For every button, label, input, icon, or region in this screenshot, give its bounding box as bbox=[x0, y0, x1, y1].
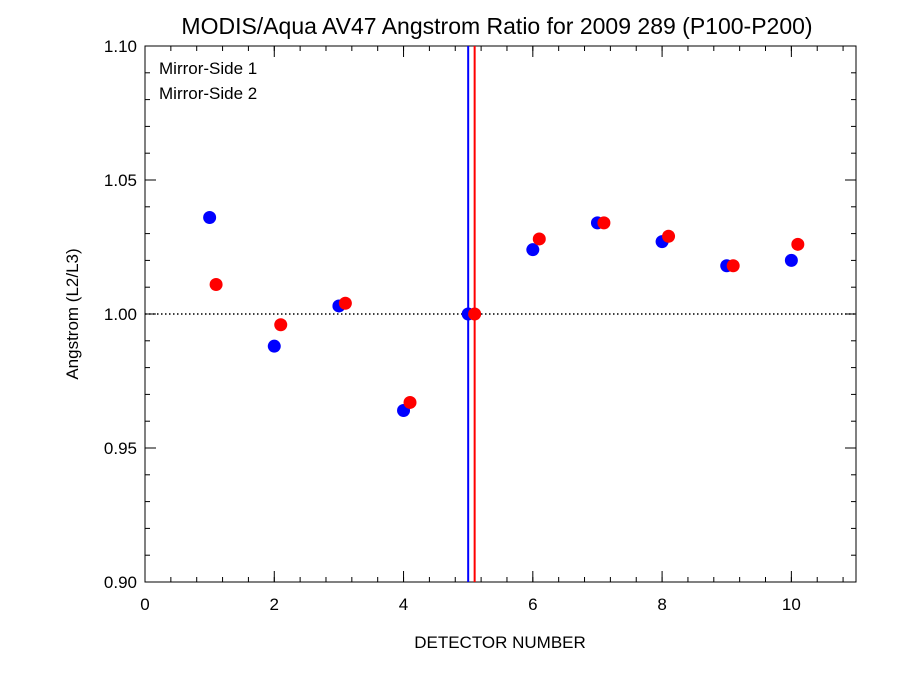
data-point-mirror-side-2 bbox=[274, 318, 288, 332]
legend-mirror-side-1: Mirror-Side 1 bbox=[159, 59, 257, 78]
data-point-mirror-side-2 bbox=[597, 216, 611, 230]
x-tick-label: 10 bbox=[782, 595, 801, 614]
y-tick-label: 0.90 bbox=[104, 573, 137, 592]
data-point-mirror-side-2 bbox=[403, 395, 417, 409]
data-point-mirror-side-2 bbox=[209, 278, 223, 292]
data-point-mirror-side-2 bbox=[662, 229, 676, 243]
reference-lines bbox=[145, 46, 856, 582]
x-tick-label: 4 bbox=[399, 595, 408, 614]
y-tick-label: 1.05 bbox=[104, 171, 137, 190]
data-point-mirror-side-2 bbox=[532, 232, 546, 246]
x-tick-label: 6 bbox=[528, 595, 537, 614]
y-tick-label: 1.10 bbox=[104, 37, 137, 56]
data-point-mirror-side-2 bbox=[726, 259, 740, 273]
data-point-mirror-side-1 bbox=[203, 211, 217, 225]
data-point-mirror-side-2 bbox=[338, 296, 352, 310]
legend-mirror-side-2: Mirror-Side 2 bbox=[159, 84, 257, 103]
data-point-mirror-side-2 bbox=[468, 307, 482, 321]
y-tick-label: 0.95 bbox=[104, 439, 137, 458]
data-points bbox=[203, 211, 805, 417]
data-point-mirror-side-2 bbox=[791, 237, 805, 251]
chart-title: MODIS/Aqua AV47 Angstrom Ratio for 2009 … bbox=[181, 13, 812, 39]
y-axis-label: Angstrom (L2/L3) bbox=[63, 248, 82, 379]
x-tick-label: 2 bbox=[270, 595, 279, 614]
data-point-mirror-side-1 bbox=[784, 253, 798, 267]
axis-ticks: 0 2 4 6 8 10 0.90 0.95 1.00 1.05 1.10 bbox=[104, 37, 856, 614]
data-point-mirror-side-1 bbox=[267, 339, 281, 353]
data-point-mirror-side-1 bbox=[526, 243, 540, 257]
x-axis-label: DETECTOR NUMBER bbox=[414, 633, 586, 652]
x-tick-label: 0 bbox=[140, 595, 149, 614]
x-tick-label: 8 bbox=[657, 595, 666, 614]
y-tick-label: 1.00 bbox=[104, 305, 137, 324]
